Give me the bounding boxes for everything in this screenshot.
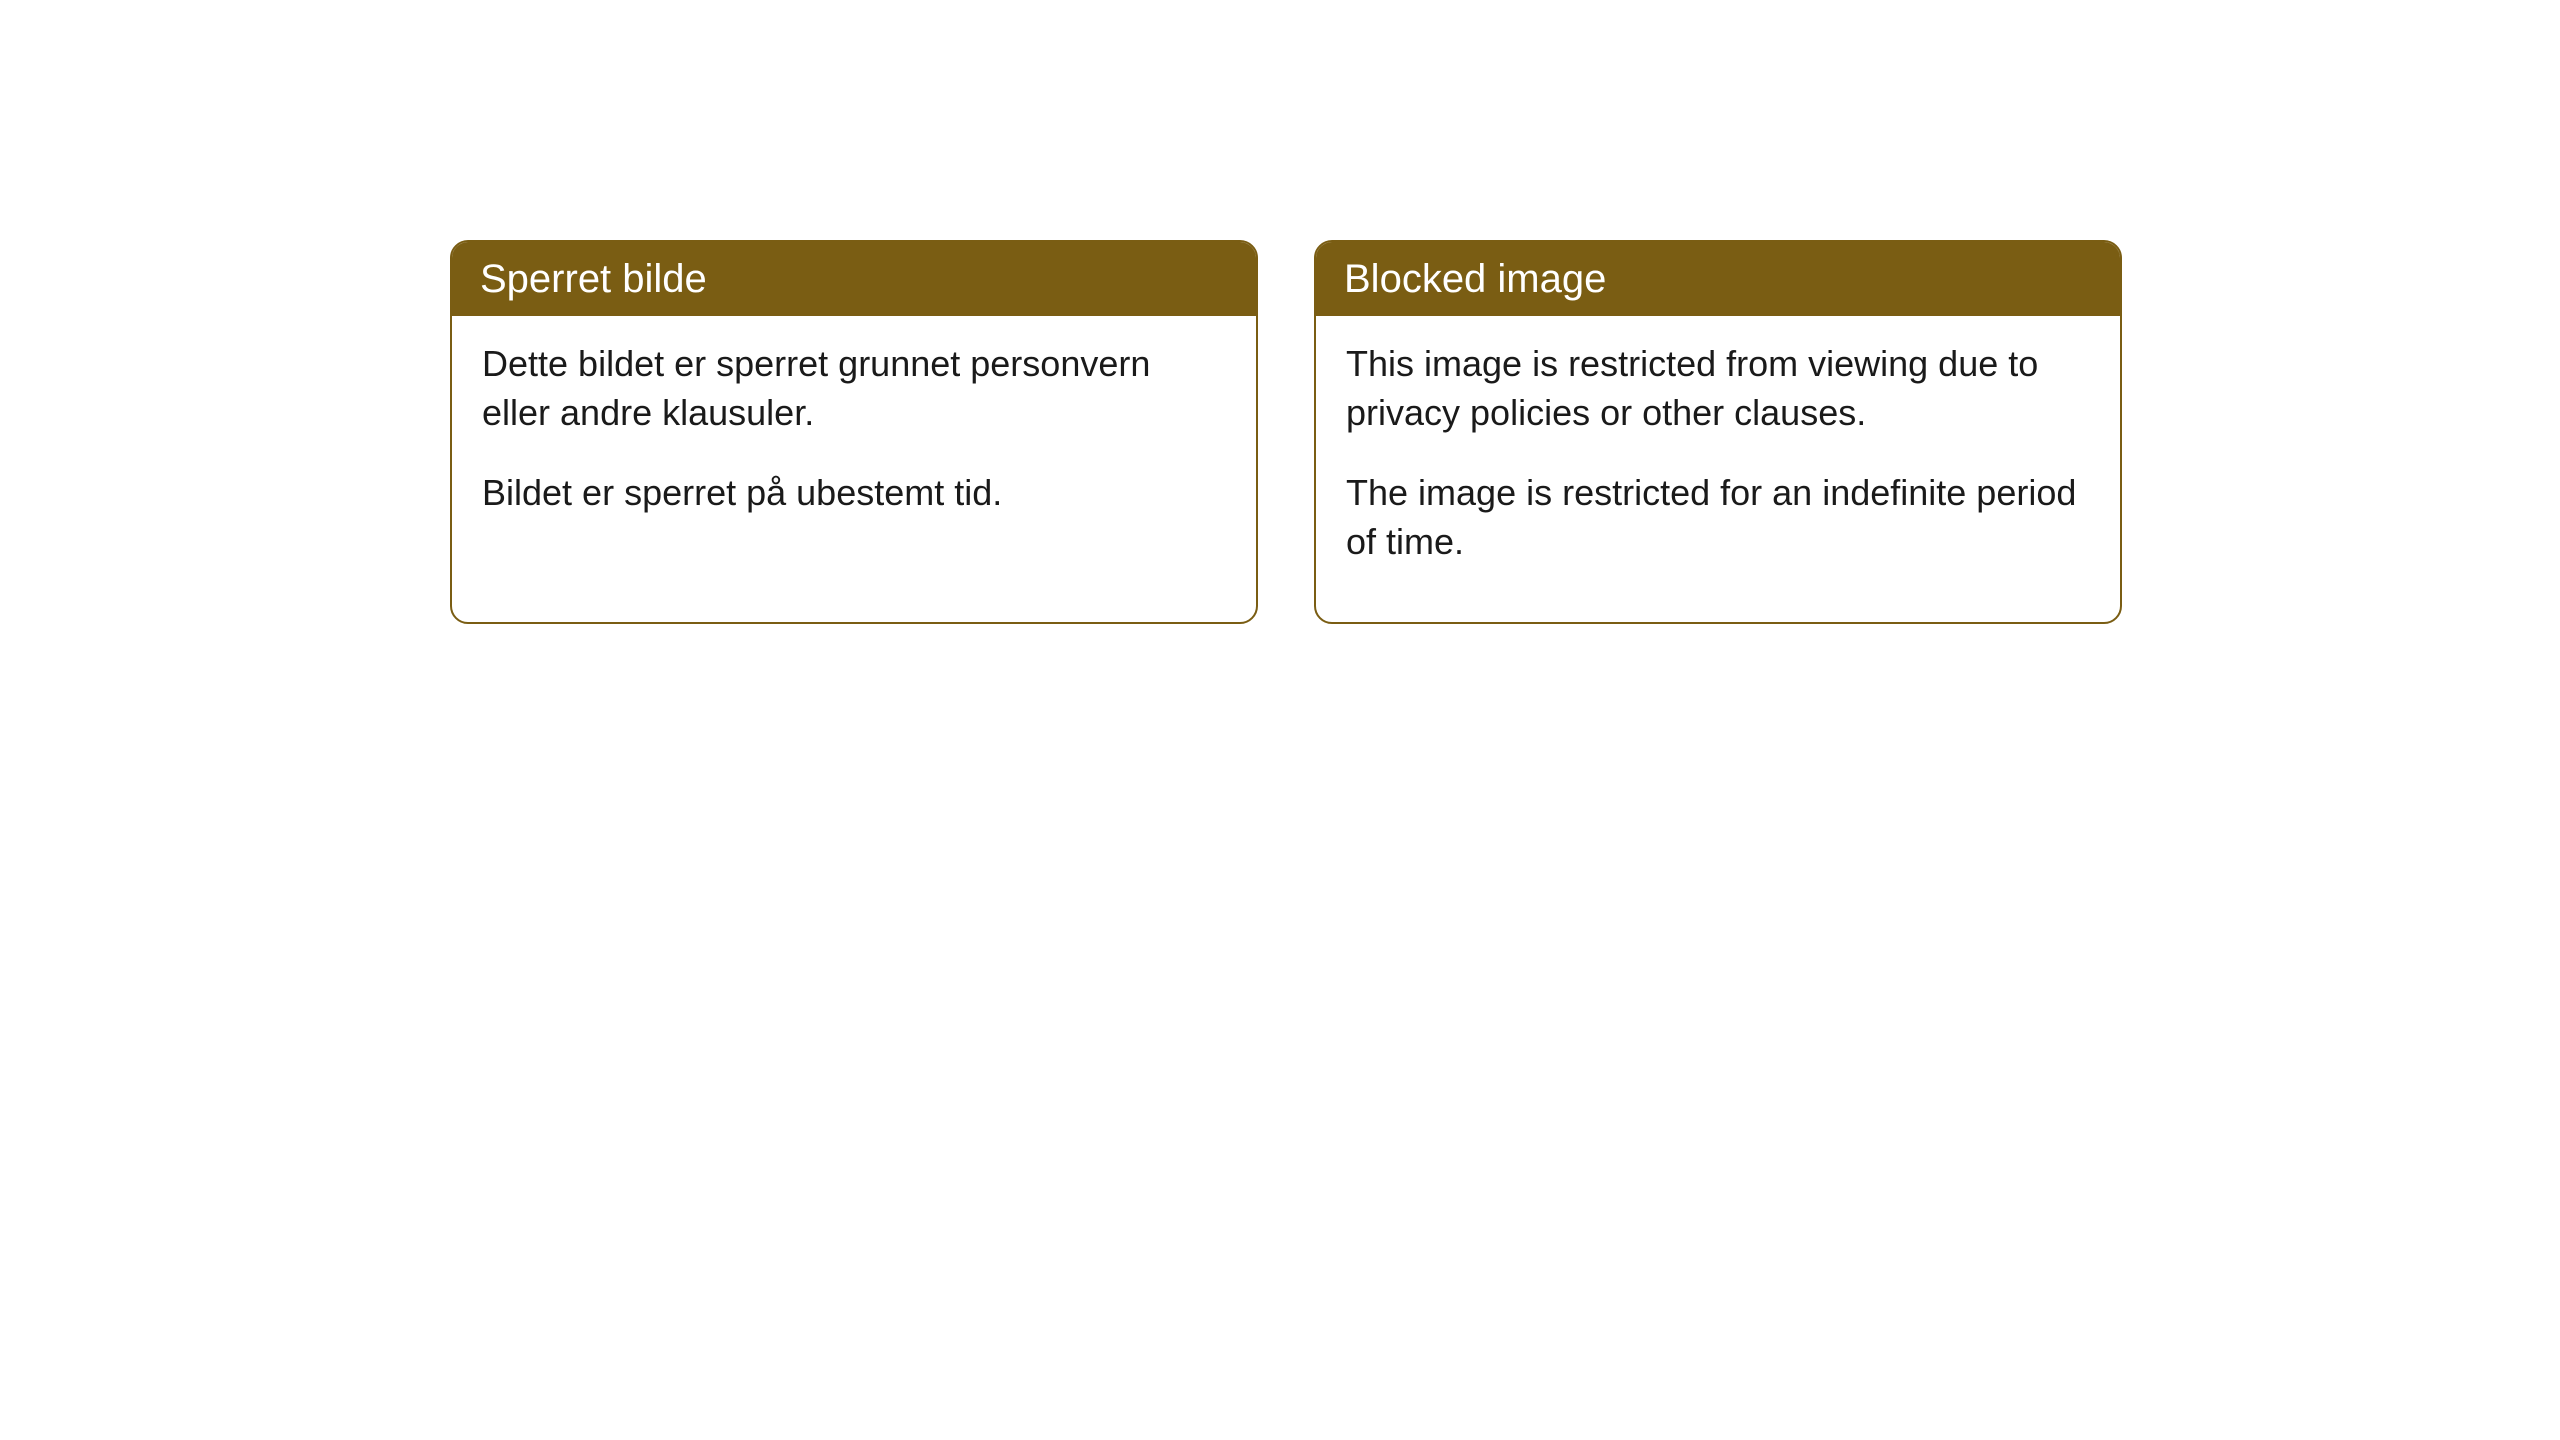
- card-title: Blocked image: [1316, 242, 2120, 316]
- card-paragraph-2: Bildet er sperret på ubestemt tid.: [482, 469, 1226, 518]
- card-paragraph-1: This image is restricted from viewing du…: [1346, 340, 2090, 437]
- card-body: This image is restricted from viewing du…: [1316, 316, 2120, 622]
- card-paragraph-2: The image is restricted for an indefinit…: [1346, 469, 2090, 566]
- card-body: Dette bildet er sperret grunnet personve…: [452, 316, 1256, 574]
- notice-card-english: Blocked image This image is restricted f…: [1314, 240, 2122, 624]
- notice-cards-container: Sperret bilde Dette bildet er sperret gr…: [450, 240, 2122, 624]
- card-title: Sperret bilde: [452, 242, 1256, 316]
- card-paragraph-1: Dette bildet er sperret grunnet personve…: [482, 340, 1226, 437]
- notice-card-norwegian: Sperret bilde Dette bildet er sperret gr…: [450, 240, 1258, 624]
